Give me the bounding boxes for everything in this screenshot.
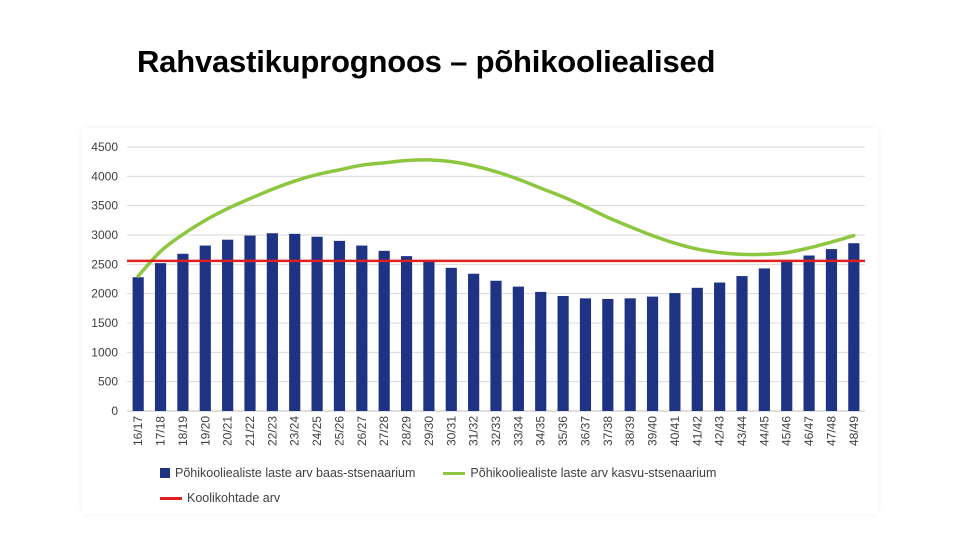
x-tick-label: 29/30	[422, 416, 436, 446]
bar-18-19	[177, 253, 189, 411]
bar-26-27	[356, 245, 368, 411]
y-tick-label: 2500	[91, 257, 118, 271]
x-tick-label: 21/22	[243, 416, 257, 446]
x-tick-label: 47/48	[824, 416, 838, 446]
bar-25-26	[333, 240, 346, 411]
bar-24-25	[311, 236, 323, 411]
y-tick-label: 4500	[91, 140, 118, 154]
legend-item-baas: Põhikooliealiste laste arv baas-stsenaar…	[160, 466, 415, 480]
bar-44-45	[758, 268, 770, 411]
legend-item-kasvu: Põhikooliealiste laste arv kasvu-stsenaa…	[443, 466, 716, 480]
bar-34-35	[535, 291, 547, 411]
x-tick-label: 23/24	[288, 416, 302, 446]
x-tick-label: 19/20	[198, 416, 212, 446]
bar-23-24	[289, 233, 301, 411]
x-tick-label: 18/19	[176, 416, 190, 446]
bar-28-29	[400, 256, 413, 411]
bar-19-20	[199, 245, 211, 411]
x-tick-label: 30/31	[444, 416, 458, 446]
bar-22-23	[266, 233, 278, 411]
x-tick-label: 37/38	[601, 416, 615, 446]
bar-16-17	[132, 277, 144, 411]
x-tick-label: 24/25	[310, 416, 324, 446]
bar-37-38	[602, 298, 614, 411]
x-tick-label: 48/49	[847, 416, 861, 446]
x-tick-label: 45/46	[780, 416, 794, 446]
series-line-kasvu	[136, 158, 856, 278]
x-tick-label: 41/42	[690, 416, 704, 446]
x-tick-label: 43/44	[735, 416, 749, 446]
chart-area: 0 500 1000 1500 2000 2500 3000 3500 4000 4500 16/1…	[82, 128, 878, 514]
bar-47-48	[825, 249, 838, 411]
x-tick-label: 25/26	[332, 416, 346, 446]
x-tick-label: 32/33	[489, 416, 503, 446]
bar-45-46	[781, 261, 793, 411]
x-tick-label: 40/41	[668, 416, 682, 446]
legend-label-baas: Põhikooliealiste laste arv baas-stsenaar…	[175, 466, 416, 480]
x-tick-label: 42/43	[713, 416, 727, 446]
legend-swatch-baas	[160, 468, 170, 478]
y-tick-label: 3500	[91, 199, 118, 213]
bar-32-33	[490, 280, 502, 411]
bar-17-18	[154, 263, 167, 411]
bar-40-41	[669, 293, 681, 411]
x-tick-label: 39/40	[646, 416, 660, 446]
bar-30-31	[445, 267, 457, 411]
y-tick-label: 4000	[91, 169, 118, 183]
x-tick-label: 27/28	[377, 416, 391, 446]
y-tick-label: 3000	[91, 228, 118, 242]
x-tick-label: 46/47	[802, 416, 816, 446]
chart-svg: 0 500 1000 1500 2000 2500 3000 3500 4000 4500 16/1…	[91, 140, 865, 446]
x-tick-label: 28/29	[400, 416, 414, 446]
x-tick-label: 38/39	[623, 416, 637, 446]
bar-41-42	[691, 287, 703, 411]
bar-38-39	[624, 298, 636, 411]
x-tick-label: 35/36	[556, 416, 570, 446]
bar-31-32	[468, 273, 480, 411]
y-tick-label: 1000	[91, 345, 118, 359]
x-tick-label: 26/27	[355, 416, 369, 446]
bar-35-36	[557, 296, 569, 411]
legend-label-kasvu: Põhikooliealiste laste arv kasvu-stsenaa…	[470, 466, 717, 480]
bar-20-21	[222, 239, 234, 411]
legend-swatch-kasvu	[443, 471, 466, 475]
bar-27-28	[378, 250, 390, 411]
x-tick-label: 33/34	[511, 416, 525, 446]
bar-29-30	[423, 261, 435, 411]
bar-46-47	[803, 255, 815, 411]
y-tick-label: 2000	[91, 287, 118, 301]
bar-39-40	[646, 296, 659, 411]
x-tick-label: 44/45	[757, 416, 771, 446]
slide-title: Rahvastikuprognoos – põhikooliealised	[137, 44, 716, 79]
bar-48-49	[848, 243, 860, 411]
x-tick-label: 22/23	[265, 416, 279, 446]
legend-swatch-koolikohad	[160, 496, 182, 500]
y-tick-label: 0	[111, 404, 118, 418]
bar-36-37	[579, 298, 592, 411]
y-tick-label: 500	[98, 375, 118, 389]
bar-33-34	[512, 286, 524, 411]
legend-label-koolikohad: Koolikohtade arv	[187, 491, 281, 505]
legend-row-1: Põhikooliealiste laste arv baas-stsenaar…	[160, 466, 744, 480]
x-tick-label: 17/18	[154, 416, 168, 446]
bar-43-44	[736, 276, 748, 411]
x-tick-label: 36/37	[578, 416, 592, 446]
x-tick-label: 20/21	[221, 416, 235, 446]
legend-row-2: Koolikohtade arv	[160, 491, 308, 505]
x-tick-label: 31/32	[467, 416, 481, 446]
x-tick-label: 16/17	[131, 416, 145, 446]
bar-21-22	[244, 235, 256, 411]
x-tick-label: 34/35	[534, 416, 548, 446]
y-tick-label: 1500	[91, 316, 118, 330]
bar-42-43	[714, 282, 726, 411]
legend-item-koolikohad: Koolikohtade arv	[160, 491, 280, 505]
